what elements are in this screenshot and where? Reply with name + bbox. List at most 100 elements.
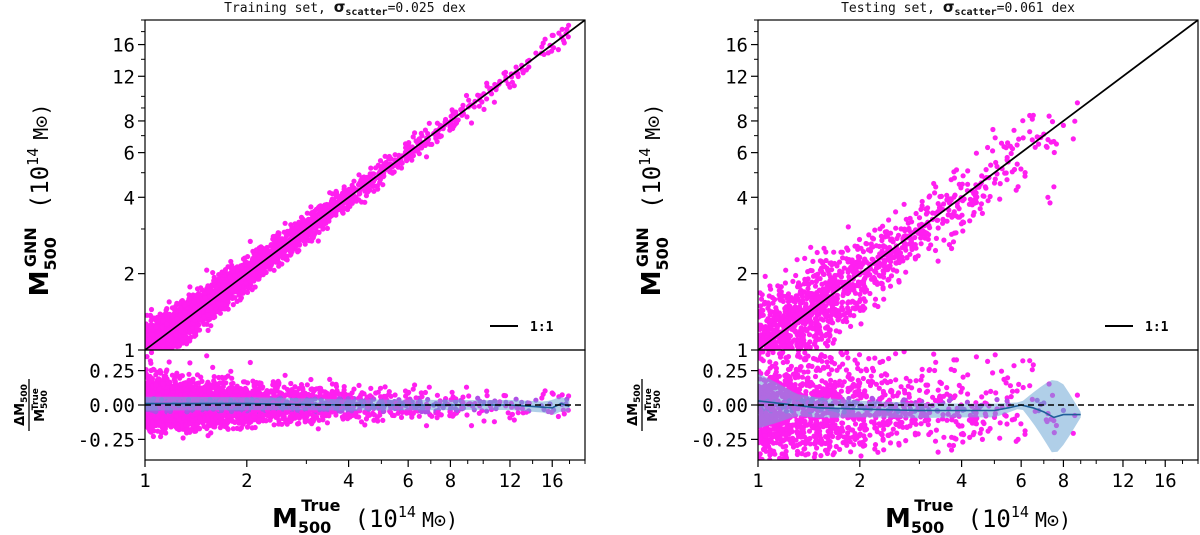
data-point <box>418 130 424 136</box>
data-point <box>155 361 160 366</box>
data-point <box>187 330 193 336</box>
data-point <box>277 236 284 242</box>
data-point <box>475 92 481 98</box>
data-point <box>333 212 339 218</box>
data-point <box>210 270 216 276</box>
data-point <box>310 213 316 219</box>
data-point <box>271 267 277 273</box>
data-point <box>564 26 570 32</box>
data-point <box>148 306 155 313</box>
residual-point <box>232 419 238 425</box>
panel-training: Training set, σscatter=0.025 dex 1 2 4 6 8 12… <box>13 0 586 535</box>
data-point <box>339 209 345 215</box>
data-point <box>230 302 236 308</box>
data-point <box>542 36 548 42</box>
residual-points <box>145 350 585 441</box>
residual-point <box>333 412 339 418</box>
data-point <box>533 50 539 56</box>
data-point <box>145 321 149 327</box>
data-point <box>304 210 310 216</box>
data-point <box>199 287 205 293</box>
data-point <box>171 306 177 312</box>
residual-point <box>148 350 155 356</box>
data-point <box>353 196 359 202</box>
data-point <box>144 362 149 367</box>
data-point <box>252 284 258 290</box>
residual-point <box>416 413 422 419</box>
data-point <box>238 264 244 271</box>
data-point <box>232 295 238 301</box>
data-point <box>423 154 430 160</box>
data-point <box>228 258 234 265</box>
data-point <box>324 225 330 231</box>
data-point <box>170 313 176 319</box>
data-point <box>342 205 348 211</box>
data-point <box>310 230 316 236</box>
data-point <box>281 229 287 235</box>
data-point <box>159 353 164 358</box>
data-point <box>520 70 526 76</box>
data-point <box>429 141 435 147</box>
data-point <box>270 233 276 240</box>
residual-point <box>377 385 384 391</box>
data-point <box>175 342 181 348</box>
data-point <box>286 228 292 234</box>
data-point <box>389 170 396 176</box>
data-point <box>159 360 164 365</box>
data-point <box>256 254 262 260</box>
data-point <box>243 259 249 265</box>
residual-point <box>481 418 487 424</box>
data-point <box>468 120 475 126</box>
data-point <box>173 332 179 338</box>
residual-point <box>402 388 409 394</box>
data-point <box>157 351 162 356</box>
data-point <box>300 222 306 228</box>
data-point <box>351 178 357 184</box>
residual-point <box>373 390 379 396</box>
data-point <box>349 197 355 203</box>
residual-point <box>180 435 186 441</box>
data-point <box>463 92 470 99</box>
data-point <box>148 318 154 324</box>
data-point <box>294 237 300 243</box>
data-point <box>157 351 162 356</box>
data-point <box>260 267 266 273</box>
data-point <box>555 47 562 53</box>
data-point <box>271 257 277 263</box>
data-point <box>192 305 198 311</box>
residual-point <box>288 418 294 424</box>
data-point <box>276 242 282 248</box>
data-point <box>341 186 347 192</box>
residual-point <box>515 410 521 416</box>
data-point <box>159 324 165 330</box>
residual-point <box>392 392 398 398</box>
data-point <box>186 292 192 298</box>
data-point <box>228 279 234 285</box>
data-point <box>160 318 166 324</box>
data-point <box>205 312 211 318</box>
data-point <box>556 30 562 36</box>
data-point <box>308 204 314 210</box>
data-point <box>559 26 565 32</box>
data-point <box>371 188 377 194</box>
data-point <box>434 120 440 126</box>
data-point <box>155 354 160 359</box>
data-point <box>205 283 211 289</box>
data-point <box>148 324 154 330</box>
data-point <box>220 282 226 288</box>
data-point <box>194 292 200 298</box>
data-point <box>272 238 278 244</box>
data-point <box>159 354 164 359</box>
data-point <box>201 291 208 297</box>
data-point <box>177 312 184 318</box>
data-point <box>349 182 355 188</box>
data-point <box>448 113 454 119</box>
data-point <box>367 171 373 177</box>
data-point <box>300 237 306 243</box>
data-point <box>377 158 384 164</box>
data-point <box>549 32 555 39</box>
data-point <box>399 160 405 166</box>
data-point <box>373 165 379 171</box>
data-point <box>280 255 286 261</box>
